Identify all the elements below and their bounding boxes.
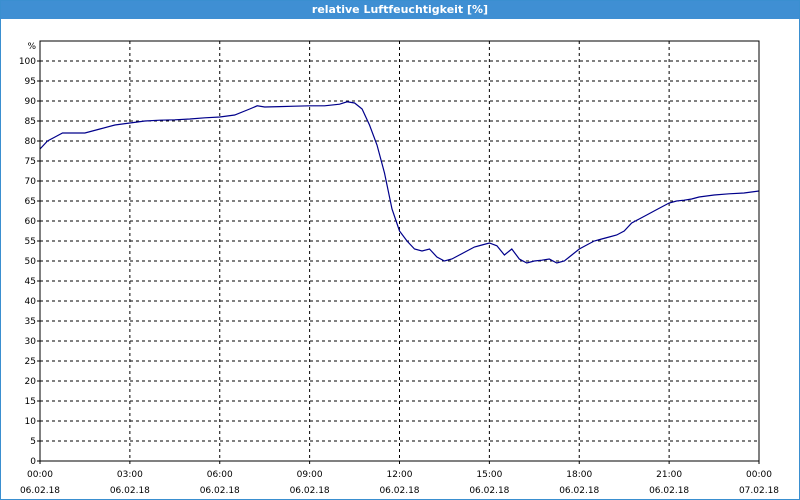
y-tick-label: 60: [25, 217, 37, 227]
y-tick-label: 5: [30, 437, 36, 447]
x-tick-date: 06.02.18: [559, 486, 599, 496]
x-tick-date: 06.02.18: [290, 486, 330, 496]
x-tick-time: 12:00: [387, 470, 413, 480]
y-tick-label: 40: [25, 297, 37, 307]
series-group: [39, 101, 760, 264]
plot-frame: [39, 40, 760, 462]
y-tick-label: 70: [25, 177, 37, 187]
y-axis-label: %: [27, 42, 36, 52]
x-tick-time: 03:00: [117, 470, 143, 480]
x-tick-date: 06.02.18: [379, 486, 419, 496]
y-axis-ticks: 0 5 10 15 20 25 30 35 40 45 50 55 60 65 70 75 80 85 90 95 10…: [19, 57, 40, 467]
x-tick-time: 15:00: [476, 470, 502, 480]
series-line: [39, 101, 760, 264]
y-tick-label: 55: [25, 237, 36, 247]
y-tick-label: 20: [25, 377, 37, 387]
x-tick-time: 09:00: [297, 470, 323, 480]
x-tick-date: 06.02.18: [469, 486, 509, 496]
y-tick-label: 45: [25, 277, 36, 287]
y-tick-label: 100: [19, 57, 36, 67]
y-tick-label: 75: [25, 157, 36, 167]
x-tick-time: 21:00: [656, 470, 682, 480]
x-tick-date: 07.02.18: [739, 486, 779, 496]
y-tick-label: 50: [25, 257, 37, 267]
y-tick-label: 25: [25, 357, 36, 367]
y-tick-label: 30: [25, 337, 37, 347]
y-tick-label: 95: [25, 77, 36, 87]
y-tick-label: 80: [25, 137, 37, 147]
chart-grid: [40, 41, 759, 461]
y-tick-label: 35: [25, 317, 36, 327]
x-tick-time: 00:00: [27, 470, 53, 480]
x-tick-date: 06.02.18: [110, 486, 150, 496]
x-tick-time: 18:00: [566, 470, 592, 480]
x-axis-ticks: 00:00 06.02.18 03:00 06.02.18 06:00 06.02.18 0…: [20, 461, 779, 496]
y-tick-label: 90: [25, 97, 37, 107]
y-tick-label: 0: [30, 457, 36, 467]
x-tick-date: 06.02.18: [649, 486, 689, 496]
y-tick-label: 85: [25, 117, 36, 127]
x-tick-date: 06.02.18: [200, 486, 240, 496]
x-tick-time: 00:00: [746, 470, 772, 480]
y-tick-label: 15: [25, 397, 36, 407]
y-tick-label: 10: [25, 417, 37, 427]
y-tick-label: 65: [25, 197, 36, 207]
x-tick-time: 06:00: [207, 470, 233, 480]
window-title: relative Luftfeuchtigkeit [%]: [1, 1, 799, 19]
x-tick-date: 06.02.18: [20, 486, 60, 496]
